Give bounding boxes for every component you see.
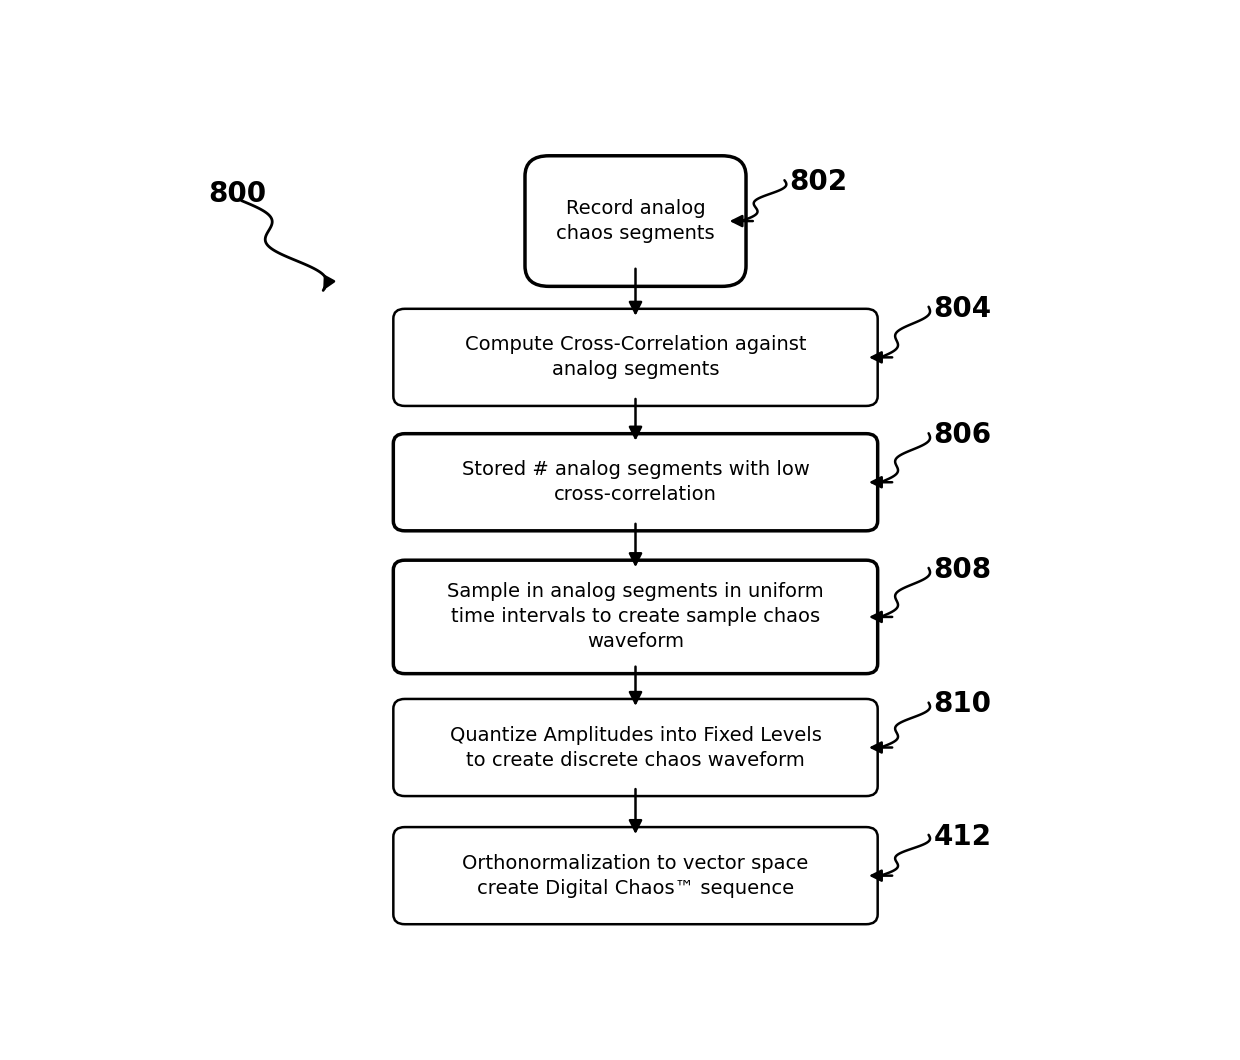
Text: Sample in analog segments in uniform
time intervals to create sample chaos
wavef: Sample in analog segments in uniform tim… xyxy=(448,582,823,652)
Text: 802: 802 xyxy=(789,169,847,196)
FancyBboxPatch shape xyxy=(393,434,878,531)
Text: Stored # analog segments with low
cross-correlation: Stored # analog segments with low cross-… xyxy=(461,460,810,505)
FancyBboxPatch shape xyxy=(525,156,746,286)
FancyBboxPatch shape xyxy=(393,560,878,674)
Text: Quantize Amplitudes into Fixed Levels
to create discrete chaos waveform: Quantize Amplitudes into Fixed Levels to… xyxy=(450,725,821,770)
Text: Orthonormalization to vector space
create Digital Chaos™ sequence: Orthonormalization to vector space creat… xyxy=(463,853,808,898)
Text: 804: 804 xyxy=(934,295,992,322)
FancyBboxPatch shape xyxy=(393,699,878,796)
FancyBboxPatch shape xyxy=(393,827,878,924)
Text: 800: 800 xyxy=(208,180,267,208)
Text: Compute Cross-Correlation against
analog segments: Compute Cross-Correlation against analog… xyxy=(465,335,806,379)
FancyBboxPatch shape xyxy=(393,308,878,406)
Text: 412: 412 xyxy=(934,823,992,850)
Text: Record analog
chaos segments: Record analog chaos segments xyxy=(557,199,714,243)
Text: 810: 810 xyxy=(934,690,992,719)
Text: 806: 806 xyxy=(934,421,992,449)
Text: 808: 808 xyxy=(934,555,992,584)
